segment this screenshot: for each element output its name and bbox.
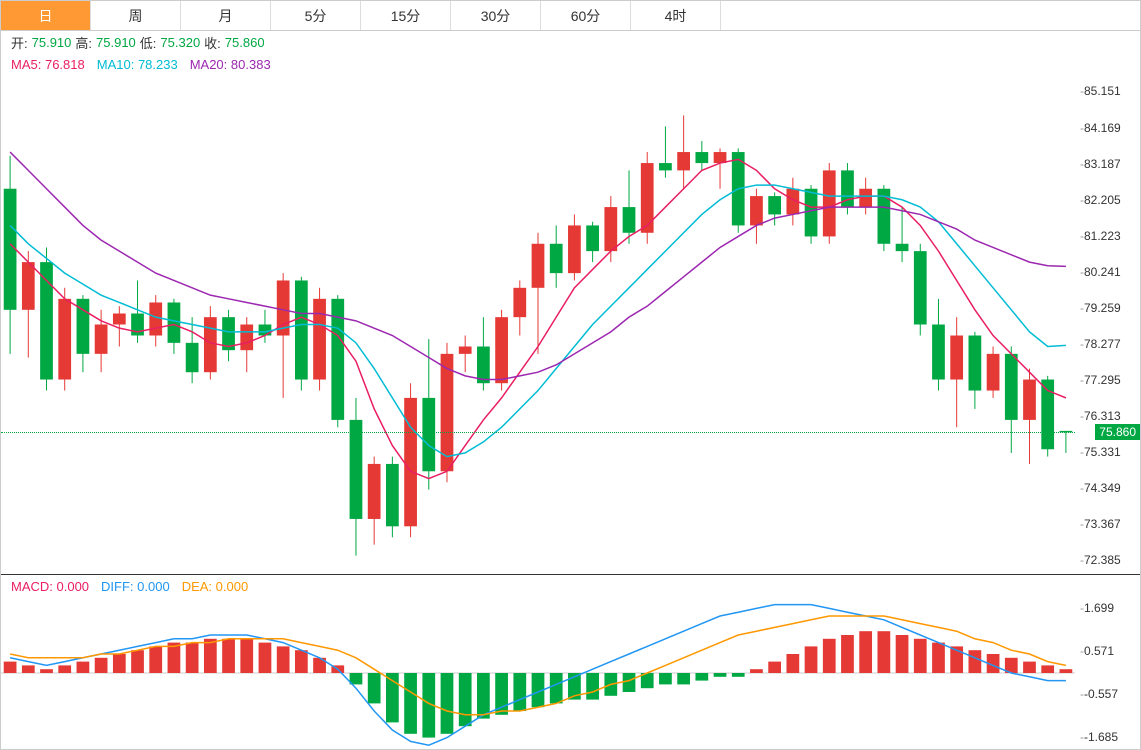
- dea-value-label: DEA: 0.000: [182, 579, 249, 594]
- y-tick: 83.187: [1080, 157, 1121, 171]
- ma20-label: MA20: 80.383: [190, 57, 271, 72]
- high-label: 高:: [75, 33, 92, 52]
- y-tick: 73.367: [1080, 517, 1121, 531]
- macd-y-tick: 0.571: [1080, 644, 1114, 658]
- tab-日[interactable]: 日: [1, 1, 91, 30]
- price-svg: [1, 75, 1075, 574]
- current-price-line: [1, 432, 1075, 433]
- macd-value-label: MACD: 0.000: [11, 579, 89, 594]
- tab-周[interactable]: 周: [91, 1, 181, 30]
- y-tick: 82.205: [1080, 193, 1121, 207]
- ma5-label: MA5: 76.818: [11, 57, 85, 72]
- y-tick: 72.385: [1080, 553, 1121, 567]
- y-tick: 84.169: [1080, 121, 1121, 135]
- close-label: 收:: [204, 33, 221, 52]
- macd-y-tick: -1.685: [1080, 730, 1118, 744]
- y-tick: 74.349: [1080, 481, 1121, 495]
- y-tick: 78.277: [1080, 337, 1121, 351]
- y-tick: 76.313: [1080, 409, 1121, 423]
- macd-y-tick: 1.699: [1080, 601, 1114, 615]
- tab-5分[interactable]: 5分: [271, 1, 361, 30]
- y-tick: 75.331: [1080, 445, 1121, 459]
- ohlc-bar: 开:75.910 高:75.910 低:75.320 收:75.860: [1, 31, 1140, 53]
- tab-月[interactable]: 月: [181, 1, 271, 30]
- timeframe-tabs: 日周月5分15分30分60分4时: [1, 1, 1140, 31]
- tab-60分[interactable]: 60分: [541, 1, 631, 30]
- current-price-marker: 75.860: [1095, 424, 1140, 440]
- low-value: 75.320: [160, 35, 200, 50]
- y-tick: 77.295: [1080, 373, 1121, 387]
- high-value: 75.910: [96, 35, 136, 50]
- y-tick: 80.241: [1080, 265, 1121, 279]
- macd-svg: [1, 597, 1075, 749]
- macd-y-tick: -0.557: [1080, 687, 1118, 701]
- y-tick: 85.151: [1080, 84, 1121, 98]
- ma-bar: MA5: 76.818 MA10: 78.233 MA20: 80.383: [1, 53, 1140, 75]
- macd-y-axis: 1.699 0.571 -0.557 -1.685: [1075, 597, 1140, 749]
- open-value: 75.910: [32, 35, 72, 50]
- open-label: 开:: [11, 33, 28, 52]
- tab-15分[interactable]: 15分: [361, 1, 451, 30]
- macd-panel[interactable]: MACD: 0.000 DIFF: 0.000 DEA: 0.000 1.699…: [1, 574, 1140, 749]
- price-chart-area[interactable]: 85.151 84.169 83.187 82.205 81.223 80.241 79.2…: [1, 75, 1140, 574]
- price-chart[interactable]: [1, 75, 1075, 574]
- tab-30分[interactable]: 30分: [451, 1, 541, 30]
- macd-header: MACD: 0.000 DIFF: 0.000 DEA: 0.000: [1, 575, 1140, 597]
- y-tick: 81.223: [1080, 229, 1121, 243]
- diff-value-label: DIFF: 0.000: [101, 579, 170, 594]
- low-label: 低:: [140, 33, 157, 52]
- close-value: 75.860: [225, 35, 265, 50]
- macd-chart[interactable]: [1, 597, 1075, 749]
- price-y-axis: 85.151 84.169 83.187 82.205 81.223 80.241 79.2…: [1075, 75, 1140, 574]
- tab-4时[interactable]: 4时: [631, 1, 721, 30]
- ma10-label: MA10: 78.233: [97, 57, 178, 72]
- y-tick: 79.259: [1080, 301, 1121, 315]
